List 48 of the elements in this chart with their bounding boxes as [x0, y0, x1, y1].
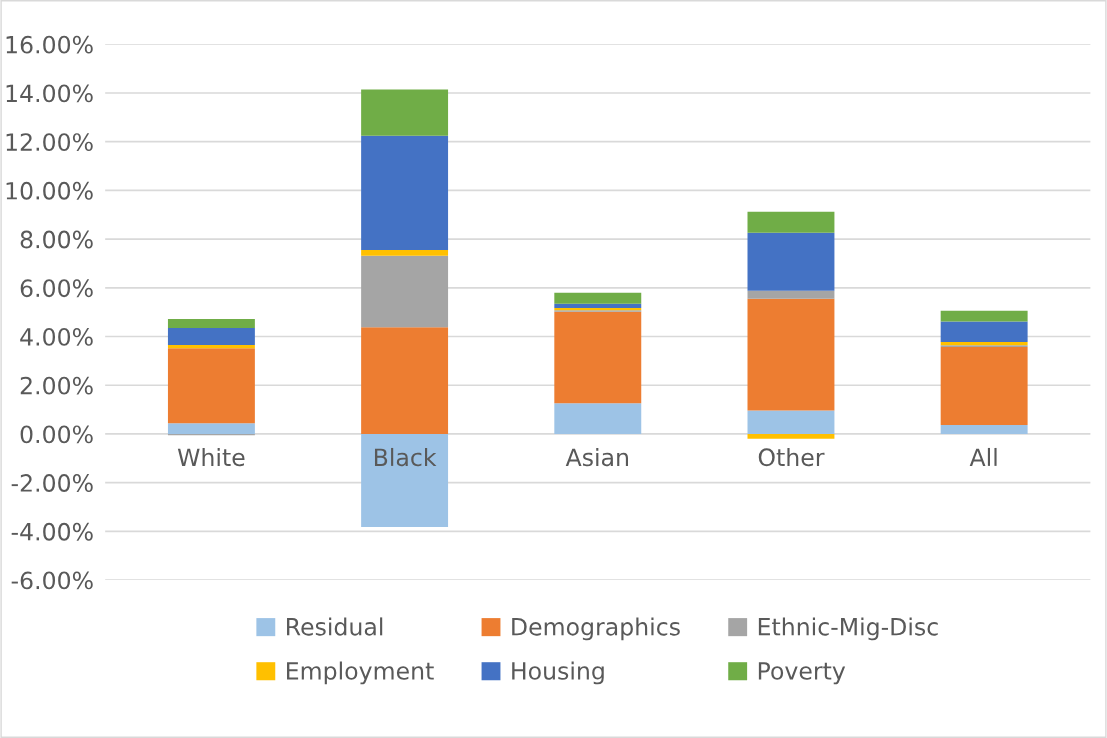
bar	[554, 311, 642, 404]
x-tick-label: White	[177, 447, 245, 467]
bar	[940, 321, 1028, 342]
y-tick-label: 2.00%	[20, 376, 93, 395]
bar	[940, 347, 1028, 425]
bar	[747, 410, 835, 434]
bar	[361, 250, 449, 256]
legend-label: Housing	[512, 661, 604, 685]
bar	[167, 345, 255, 349]
bar	[940, 424, 1028, 434]
y-tick-label: -6.00%	[11, 571, 93, 590]
y-tick-label: 4.00%	[20, 327, 93, 346]
y-tick-label: 12.00%	[6, 133, 93, 151]
bar	[747, 211, 835, 233]
y-tick-label: 10.00%	[6, 181, 93, 200]
bar	[747, 290, 835, 299]
bar	[361, 327, 449, 434]
y-tick-label: 16.00%	[6, 35, 93, 54]
x-tick-label: Other	[758, 447, 825, 467]
legend-label: Residual	[287, 617, 383, 636]
y-tick-label: 0.00%	[20, 425, 93, 444]
bar	[167, 328, 255, 346]
y-tick-label: -2.00%	[11, 474, 93, 492]
x-tick-label: Asian	[565, 447, 628, 467]
bar	[747, 298, 835, 411]
x-tick-label: Black	[374, 447, 437, 467]
bar	[747, 433, 835, 439]
y-tick-label: 6.00%	[20, 279, 93, 298]
legend-label: Ethnic-Mig-Disc	[758, 617, 938, 641]
legend-label: Demographics	[512, 617, 680, 641]
bar	[361, 135, 449, 251]
bar	[167, 348, 255, 424]
legend-label: Poverty	[758, 662, 846, 685]
legend-label: Employment	[287, 661, 434, 685]
bar	[940, 310, 1028, 322]
y-tick-label: -4.00%	[11, 522, 93, 541]
bar	[361, 255, 449, 328]
bar	[554, 403, 642, 434]
bar	[361, 433, 449, 527]
x-tick-label: All	[969, 447, 997, 466]
y-tick-label: 14.00%	[6, 84, 93, 103]
y-tick-label: 8.00%	[20, 230, 93, 249]
bar	[747, 232, 835, 291]
bar	[167, 318, 255, 328]
bar	[554, 303, 642, 309]
bar	[361, 89, 449, 136]
bar	[554, 292, 642, 304]
bar	[167, 423, 255, 434]
